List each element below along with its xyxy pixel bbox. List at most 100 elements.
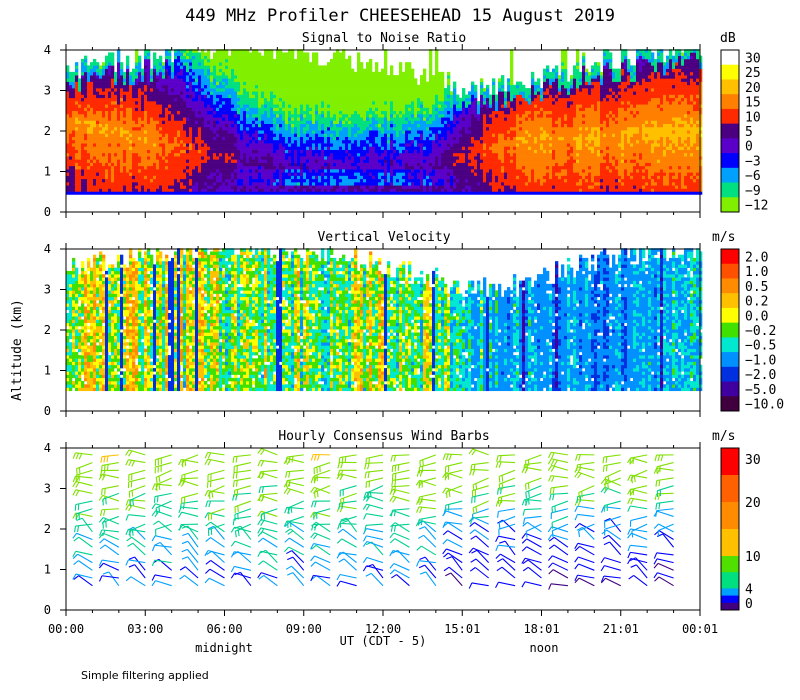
snr-cell	[345, 136, 349, 141]
snr-cell	[249, 81, 253, 86]
snr-cell	[240, 113, 244, 118]
snr-cell	[90, 81, 94, 86]
snr-cell	[159, 143, 163, 147]
snr-cell	[144, 159, 148, 163]
snr-cell	[333, 52, 337, 56]
snr-cell	[132, 126, 136, 131]
snr-cell	[270, 101, 274, 105]
snr-cell	[168, 152, 172, 157]
snr-cell	[357, 191, 361, 195]
snr-cell	[123, 162, 127, 167]
snr-cell	[105, 178, 109, 183]
snr-cell	[249, 55, 253, 60]
snr-cell	[261, 169, 265, 173]
snr-cell	[81, 162, 85, 167]
snr-cell	[186, 143, 190, 147]
snr-cell	[120, 104, 124, 108]
snr-cell	[150, 136, 154, 141]
snr-cell	[315, 149, 319, 154]
snr-cell	[102, 149, 106, 154]
snr-cell	[333, 149, 337, 154]
snr-cell	[180, 62, 184, 66]
snr-cell	[345, 65, 349, 69]
snr-cell	[225, 94, 229, 99]
snr-cell	[225, 152, 229, 157]
snr-cell	[219, 91, 223, 95]
snr-cell	[168, 120, 172, 125]
snr-cell	[312, 149, 316, 154]
snr-cell	[276, 58, 280, 63]
snr-cell	[213, 169, 217, 173]
snr-cell	[144, 52, 148, 56]
snr-cell	[132, 81, 136, 86]
snr-cell	[348, 172, 352, 176]
snr-cell	[120, 113, 124, 118]
snr-cell	[327, 104, 331, 108]
snr-cell	[105, 71, 109, 76]
snr-cell	[180, 58, 184, 63]
snr-cell	[189, 152, 193, 157]
snr-cell	[174, 159, 178, 163]
snr-cell	[174, 172, 178, 176]
snr-cell	[216, 152, 220, 157]
snr-cell	[372, 169, 376, 173]
snr-cell	[291, 172, 295, 176]
snr-cell	[207, 101, 211, 105]
snr-cell	[339, 91, 343, 95]
snr-cell	[165, 84, 169, 89]
snr-cell	[258, 75, 262, 79]
snr-cell	[348, 101, 352, 105]
snr-cell	[186, 152, 190, 157]
snr-cell	[195, 130, 199, 134]
snr-cell	[252, 101, 256, 105]
snr-cell	[132, 101, 136, 105]
snr-cell	[216, 101, 220, 105]
snr-cell	[108, 52, 112, 56]
snr-cell	[189, 71, 193, 76]
snr-cell	[111, 123, 115, 128]
snr-cell	[405, 126, 409, 131]
snr-cell	[363, 133, 367, 137]
snr-cell	[279, 117, 283, 121]
snr-cell	[345, 143, 349, 147]
snr-cell	[252, 152, 256, 157]
snr-cell	[249, 65, 253, 69]
snr-cell	[168, 49, 172, 53]
snr-cell	[411, 123, 415, 128]
snr-cell	[255, 91, 259, 95]
snr-cell	[147, 75, 151, 79]
snr-cell	[174, 182, 178, 186]
snr-cell	[228, 62, 232, 66]
snr-cell	[330, 188, 334, 193]
snr-cell	[231, 139, 235, 144]
snr-cell	[135, 191, 139, 195]
snr-cell	[306, 117, 310, 121]
snr-cell	[414, 78, 418, 82]
snr-cell	[144, 62, 148, 66]
snr-cell	[168, 91, 172, 95]
snr-cell	[99, 172, 103, 176]
snr-cell	[156, 191, 160, 195]
snr-cell	[90, 185, 94, 189]
snr-cell	[240, 71, 244, 76]
snr-cell	[231, 172, 235, 176]
snr-cell	[105, 182, 109, 186]
snr-cell	[378, 97, 382, 102]
snr-cell	[84, 146, 88, 150]
snr-cell	[255, 185, 259, 189]
snr-cell	[93, 156, 97, 160]
snr-cell	[294, 182, 298, 186]
snr-cell	[189, 84, 193, 89]
snr-cell	[306, 191, 310, 195]
snr-cell	[129, 178, 133, 183]
snr-cell	[123, 110, 127, 115]
snr-cell	[138, 68, 142, 73]
snr-cell	[237, 113, 241, 118]
snr-cell	[174, 110, 178, 115]
snr-cell	[258, 88, 262, 92]
snr-cell	[252, 149, 256, 154]
snr-cell	[306, 62, 310, 66]
snr-cell	[177, 139, 181, 144]
snr-cell	[66, 178, 70, 183]
snr-cell	[342, 146, 346, 150]
